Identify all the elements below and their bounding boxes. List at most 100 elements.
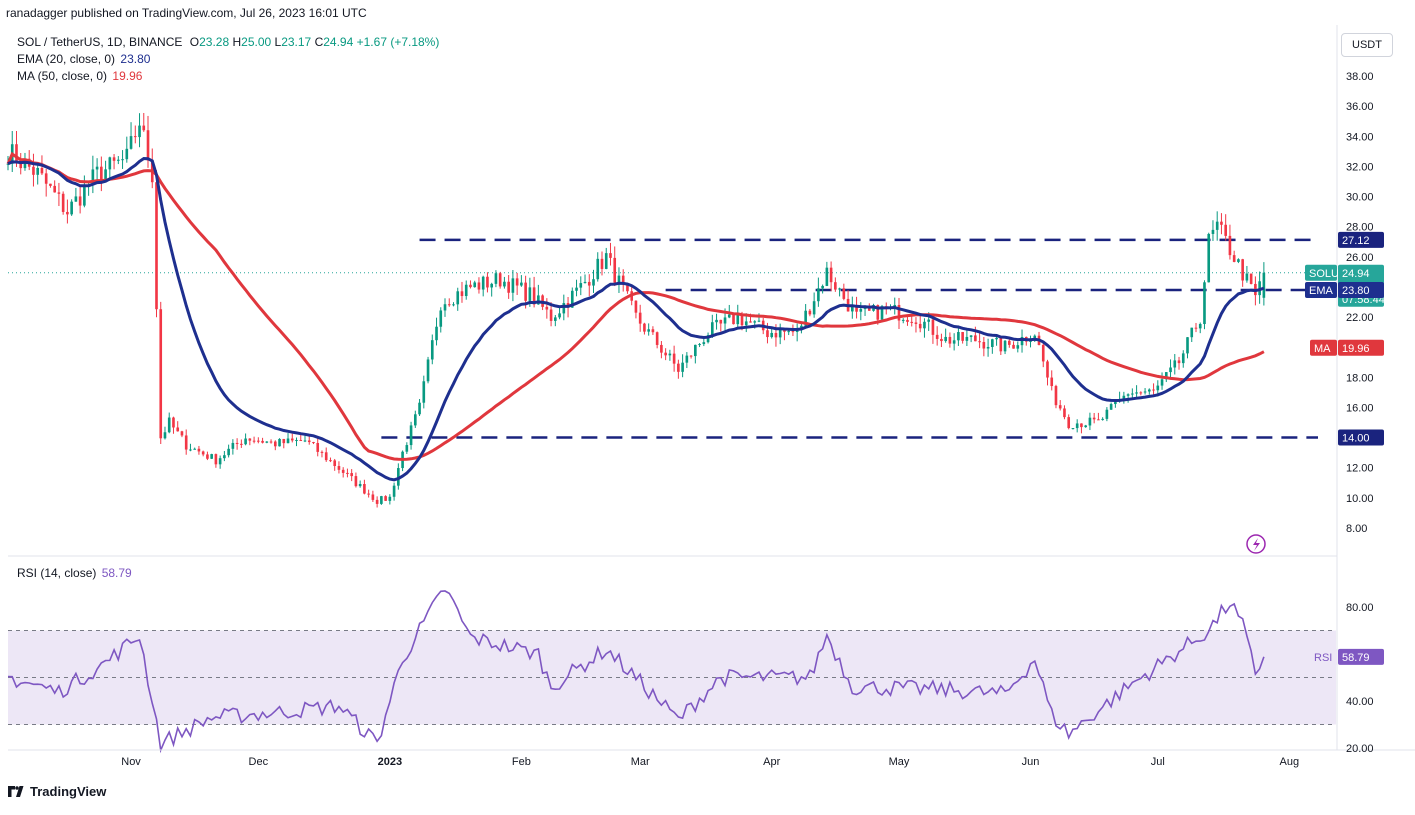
candle-body [1092,417,1096,420]
candle-body [914,322,918,324]
candle-body [685,355,689,363]
candle-body [125,148,129,160]
candle-body [1109,404,1113,410]
candle-body [218,458,222,465]
candle-body [923,321,926,329]
candle-body [1245,273,1249,281]
level-price-tag: 14.00 [1338,429,1384,446]
candle-body [367,493,370,495]
candle-body [1007,340,1011,345]
candle-body [719,319,723,324]
candle-body [57,192,61,194]
candle-body [1029,340,1032,342]
candle-body [961,332,964,341]
candle-body [452,304,455,306]
candle-body [142,125,146,131]
candle-body [498,273,502,287]
candlesticks [6,112,1266,508]
ema-name-tag: EMA [1305,281,1337,298]
candle-body [426,359,430,382]
x-tick-label: Feb [512,756,531,768]
candle-body [1050,377,1054,387]
candle-body [265,441,269,443]
x-tick-label: 2023 [378,756,402,768]
candle-body [121,159,124,161]
currency-selector-button[interactable]: USDT [1341,33,1393,57]
candle-body [409,425,413,446]
candle-body [817,288,820,302]
candle-body [1173,360,1177,368]
candle-body [1012,344,1015,349]
level-price-tag-text: 27.12 [1342,235,1370,247]
candle-body [15,144,18,164]
candle-body [53,185,56,193]
candle-body [583,281,587,284]
candle-body [138,125,141,138]
candle-body [32,166,35,175]
candle-body [651,329,655,333]
candle-body [744,321,748,326]
tradingview-logo[interactable]: TradingView [8,784,106,799]
publisher-credit: ranadagger published on TradingView.com,… [6,6,367,20]
candle-body [957,332,960,341]
candle-body [855,305,858,312]
candle-body [694,344,697,357]
candle-body [74,196,78,202]
ema-legend-label: EMA (20, close, 0) [17,52,116,66]
candle-body [554,317,557,321]
rsi-legend[interactable]: RSI (14, close) 58.79 [17,566,132,580]
ema-name-tag-bg [1305,281,1337,298]
candle-body [324,452,328,461]
candle-body [1071,428,1075,430]
candle-body [867,308,871,311]
candle-body [108,157,112,170]
candle-body [804,310,807,326]
candle-body [1139,392,1143,394]
candle-body [435,326,438,341]
candle-body [384,496,387,501]
y-tick-label: 18.00 [1346,372,1374,384]
y-tick-label: 10.00 [1346,493,1374,505]
candle-body [350,473,353,477]
ema-legend[interactable]: EMA (20, close, 0) 23.80 [17,52,150,66]
candle-body [1075,423,1079,429]
candle-body [443,304,447,311]
candle-body [931,319,935,335]
symbol-name[interactable]: SOL / TetherUS, 1D, BINANCE [17,35,183,49]
candle-body [507,281,510,293]
open-label: O [189,35,200,49]
candle-body [447,304,451,306]
ma-legend[interactable]: MA (50, close, 0) 19.96 [17,69,142,83]
lightning-icon[interactable] [1246,534,1266,554]
candle-body [244,438,247,445]
ma-name-tag-bg [1310,339,1337,356]
candle-body [549,309,553,321]
rsi-name-tag: RSI [1310,648,1337,665]
candle-body [723,317,727,324]
lightning-icon-bolt [1253,538,1260,551]
candle-body [180,431,184,436]
rsi-legend-value: 58.79 [101,566,132,580]
candle-body [201,451,205,455]
candle-body [286,438,290,444]
candle-body [668,353,672,356]
candle-body [257,440,260,442]
candle-body [176,427,180,432]
level-price-tag-bg [1338,429,1384,446]
candle-body [36,167,40,175]
candle-body [1241,259,1244,281]
candle-body [19,163,23,169]
y-tick-label: 16.00 [1346,402,1374,414]
candle-body [210,454,213,459]
ema-price-tag: 23.80 [1338,281,1384,298]
ma-50-line [6,151,1265,461]
candle-body [689,355,693,357]
candle-body [1262,272,1266,298]
candle-body [842,288,846,299]
candle-body [375,499,379,504]
candle-body [1190,327,1194,338]
candle-body [464,284,468,297]
candle-body [83,185,86,206]
candle-body [413,414,417,426]
